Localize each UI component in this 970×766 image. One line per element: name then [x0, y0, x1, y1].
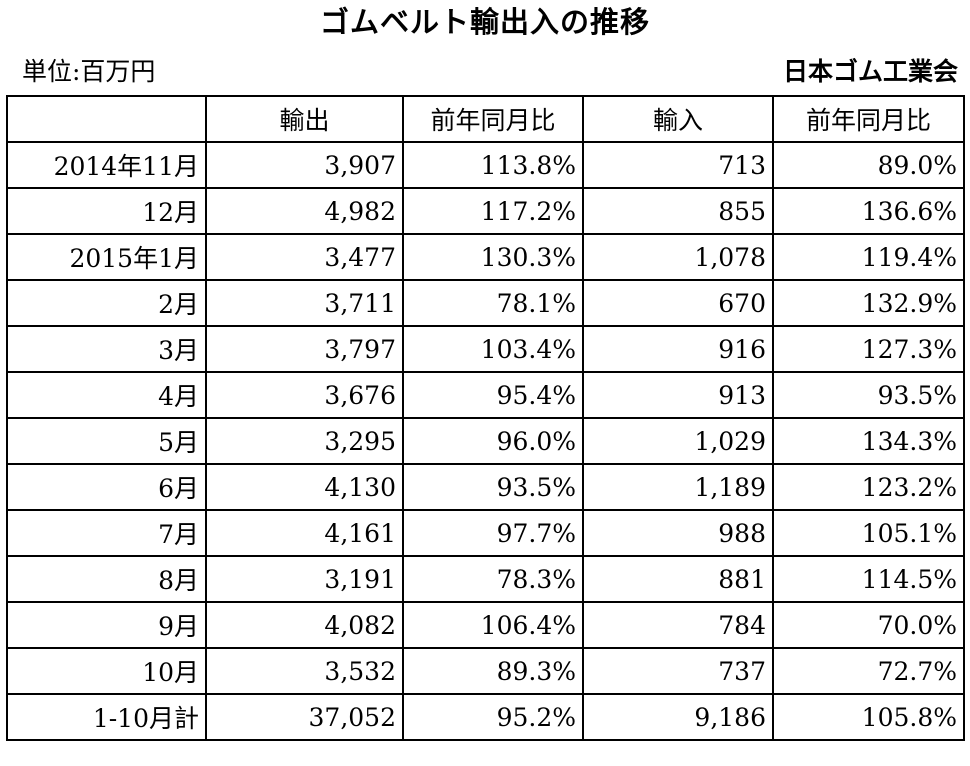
table-row: 12月 4,982 117.2% 855 136.6%	[6, 187, 965, 235]
export-cell: 3,532	[205, 647, 404, 695]
export-yoy-cell: 113.8%	[402, 141, 584, 189]
table-row: 9月 4,082 106.4% 784 70.0%	[6, 601, 965, 649]
header-row: 輸出 前年同月比 輸入 前年同月比	[6, 95, 965, 143]
header-cell-export-yoy: 前年同月比	[402, 95, 584, 143]
import-cell: 784	[582, 601, 774, 649]
export-yoy-cell: 78.3%	[402, 555, 584, 603]
export-yoy-cell: 103.4%	[402, 325, 584, 373]
import-yoy-cell: 123.2%	[772, 463, 965, 511]
export-cell: 3,477	[205, 233, 404, 281]
export-cell: 37,052	[205, 693, 404, 741]
export-cell: 4,161	[205, 509, 404, 557]
import-cell: 913	[582, 371, 774, 419]
import-yoy-cell: 70.0%	[772, 601, 965, 649]
header-cell-import-yoy: 前年同月比	[772, 95, 965, 143]
table-row: 5月 3,295 96.0% 1,029 134.3%	[6, 417, 965, 465]
table-row: 10月 3,532 89.3% 737 72.7%	[6, 647, 965, 695]
import-cell: 1,078	[582, 233, 774, 281]
import-yoy-cell: 93.5%	[772, 371, 965, 419]
import-yoy-cell: 127.3%	[772, 325, 965, 373]
period-cell: 3月	[6, 325, 207, 373]
export-yoy-cell: 130.3%	[402, 233, 584, 281]
import-yoy-cell: 72.7%	[772, 647, 965, 695]
export-yoy-cell: 89.3%	[402, 647, 584, 695]
table-header: 輸出 前年同月比 輸入 前年同月比	[6, 95, 965, 143]
header-cell-import: 輸入	[582, 95, 774, 143]
export-yoy-cell: 95.2%	[402, 693, 584, 741]
period-cell: 9月	[6, 601, 207, 649]
import-cell: 9,186	[582, 693, 774, 741]
header-cell-export: 輸出	[205, 95, 404, 143]
import-cell: 916	[582, 325, 774, 373]
table-row: 3月 3,797 103.4% 916 127.3%	[6, 325, 965, 373]
table-row: 2月 3,711 78.1% 670 132.9%	[6, 279, 965, 327]
table-row: 1-10月計 37,052 95.2% 9,186 105.8%	[6, 693, 965, 741]
period-cell: 1-10月計	[6, 693, 207, 741]
export-cell: 4,082	[205, 601, 404, 649]
import-yoy-cell: 89.0%	[772, 141, 965, 189]
period-cell: 2014年11月	[6, 141, 207, 189]
import-yoy-cell: 105.8%	[772, 693, 965, 741]
export-yoy-cell: 106.4%	[402, 601, 584, 649]
period-cell: 10月	[6, 647, 207, 695]
page-title: ゴムベルト輸出入の推移	[319, 5, 650, 39]
import-yoy-cell: 119.4%	[772, 233, 965, 281]
source-label: 日本ゴム工業会	[782, 57, 958, 86]
table-row: 7月 4,161 97.7% 988 105.1%	[6, 509, 965, 557]
table-row: 4月 3,676 95.4% 913 93.5%	[6, 371, 965, 419]
import-yoy-cell: 134.3%	[772, 417, 965, 465]
import-cell: 988	[582, 509, 774, 557]
export-yoy-cell: 95.4%	[402, 371, 584, 419]
export-yoy-cell: 78.1%	[402, 279, 584, 327]
export-cell: 3,295	[205, 417, 404, 465]
period-cell: 2015年1月	[6, 233, 207, 281]
export-cell: 3,711	[205, 279, 404, 327]
import-cell: 1,029	[582, 417, 774, 465]
header-cell-period	[6, 95, 207, 143]
export-cell: 4,130	[205, 463, 404, 511]
period-cell: 5月	[6, 417, 207, 465]
period-cell: 7月	[6, 509, 207, 557]
export-cell: 3,676	[205, 371, 404, 419]
import-cell: 713	[582, 141, 774, 189]
period-cell: 4月	[6, 371, 207, 419]
import-cell: 670	[582, 279, 774, 327]
period-cell: 8月	[6, 555, 207, 603]
data-table: 輸出 前年同月比 輸入 前年同月比 2014年11月 3,907 113.8% 713…	[6, 95, 965, 741]
import-yoy-cell: 132.9%	[772, 279, 965, 327]
table-body: 2014年11月 3,907 113.8% 713 89.0% 12月 4,982 117.2…	[6, 141, 965, 741]
import-cell: 881	[582, 555, 774, 603]
export-yoy-cell: 117.2%	[402, 187, 584, 235]
export-cell: 3,907	[205, 141, 404, 189]
export-cell: 4,982	[205, 187, 404, 235]
import-cell: 1,189	[582, 463, 774, 511]
table-row: 2015年1月 3,477 130.3% 1,078 119.4%	[6, 233, 965, 281]
period-cell: 6月	[6, 463, 207, 511]
period-cell: 12月	[6, 187, 207, 235]
export-yoy-cell: 97.7%	[402, 509, 584, 557]
period-cell: 2月	[6, 279, 207, 327]
unit-label: 単位:百万円	[22, 57, 156, 86]
import-yoy-cell: 136.6%	[772, 187, 965, 235]
export-yoy-cell: 93.5%	[402, 463, 584, 511]
export-cell: 3,797	[205, 325, 404, 373]
import-cell: 737	[582, 647, 774, 695]
import-cell: 855	[582, 187, 774, 235]
table-row: 2014年11月 3,907 113.8% 713 89.0%	[6, 141, 965, 189]
export-cell: 3,191	[205, 555, 404, 603]
table-row: 8月 3,191 78.3% 881 114.5%	[6, 555, 965, 603]
import-yoy-cell: 114.5%	[772, 555, 965, 603]
table-row: 6月 4,130 93.5% 1,189 123.2%	[6, 463, 965, 511]
import-yoy-cell: 105.1%	[772, 509, 965, 557]
export-yoy-cell: 96.0%	[402, 417, 584, 465]
